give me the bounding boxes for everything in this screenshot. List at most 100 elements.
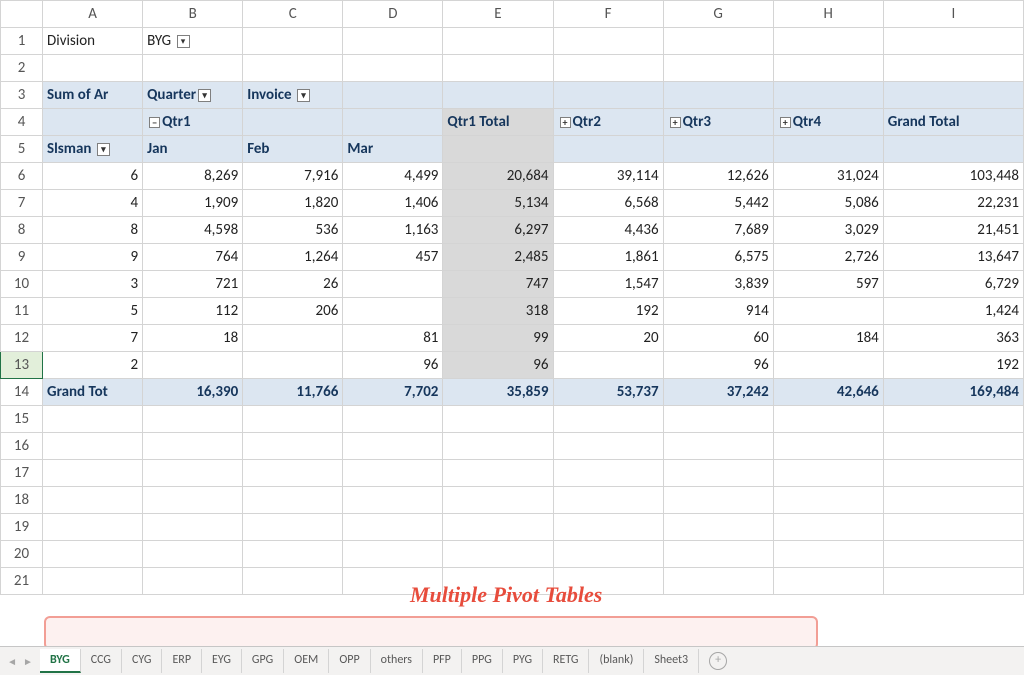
cell-A10[interactable]: 3: [43, 271, 143, 298]
cell-D7[interactable]: 1,406: [343, 190, 443, 217]
cell-F10[interactable]: 1,547: [553, 271, 663, 298]
cell-E12[interactable]: 99: [443, 325, 553, 352]
cell-I8[interactable]: 21,451: [883, 217, 1023, 244]
cell-A8[interactable]: 8: [43, 217, 143, 244]
cell-B9[interactable]: 764: [143, 244, 243, 271]
cell-I13[interactable]: 192: [883, 352, 1023, 379]
cell-F13[interactable]: [553, 352, 663, 379]
cell-B6[interactable]: 8,269: [143, 163, 243, 190]
hdr-qtr3[interactable]: +Qtr3: [663, 109, 773, 136]
cell-E11[interactable]: 318: [443, 298, 553, 325]
cell-E9[interactable]: 2,485: [443, 244, 553, 271]
cell-C6[interactable]: 7,916: [243, 163, 343, 190]
cell-I9[interactable]: 13,647: [883, 244, 1023, 271]
sheet-tab-GPG[interactable]: GPG: [242, 649, 284, 673]
row-hdr-9[interactable]: 9: [1, 244, 43, 271]
filter-value[interactable]: BYG ▾: [143, 28, 243, 55]
cell-A12[interactable]: 7: [43, 325, 143, 352]
sheet-tab-others[interactable]: others: [371, 649, 423, 673]
cell-G11[interactable]: 914: [663, 298, 773, 325]
field-invoice[interactable]: Invoice ▾: [243, 82, 343, 109]
sheet-tab-OEM[interactable]: OEM: [284, 649, 329, 673]
row-hdr-3[interactable]: 3: [1, 82, 43, 109]
collapse-icon[interactable]: −: [149, 117, 160, 128]
cell-I7[interactable]: 22,231: [883, 190, 1023, 217]
col-hdr-B[interactable]: B: [143, 1, 243, 28]
cell-H10[interactable]: 597: [773, 271, 883, 298]
cell-C7[interactable]: 1,820: [243, 190, 343, 217]
sheet-tab-ERP[interactable]: ERP: [162, 649, 202, 673]
row-hdr-5[interactable]: 5: [1, 136, 43, 163]
cell-I11[interactable]: 1,424: [883, 298, 1023, 325]
nav-right-icon[interactable]: ►: [23, 655, 33, 668]
cell-G9[interactable]: 6,575: [663, 244, 773, 271]
col-hdr-H[interactable]: H: [773, 1, 883, 28]
row-hdr-4[interactable]: 4: [1, 109, 43, 136]
cell-G12[interactable]: 60: [663, 325, 773, 352]
cell-E13[interactable]: 96: [443, 352, 553, 379]
row-hdr-1[interactable]: 1: [1, 28, 43, 55]
cell-B7[interactable]: 1,909: [143, 190, 243, 217]
cell-H7[interactable]: 5,086: [773, 190, 883, 217]
row-hdr-21[interactable]: 21: [1, 568, 43, 595]
sheet-tab-CYG[interactable]: CYG: [122, 649, 162, 673]
cell-H8[interactable]: 3,029: [773, 217, 883, 244]
col-hdr-G[interactable]: G: [663, 1, 773, 28]
cell-F7[interactable]: 6,568: [553, 190, 663, 217]
cell-F12[interactable]: 20: [553, 325, 663, 352]
sheet-tab-PFP[interactable]: PFP: [423, 649, 462, 673]
cell-G7[interactable]: 5,442: [663, 190, 773, 217]
sheet-tab-EYG[interactable]: EYG: [202, 649, 242, 673]
cell-H11[interactable]: [773, 298, 883, 325]
cell-E6[interactable]: 20,684: [443, 163, 553, 190]
cell-I12[interactable]: 363: [883, 325, 1023, 352]
cell-A11[interactable]: 5: [43, 298, 143, 325]
cell-C13[interactable]: [243, 352, 343, 379]
cell-D11[interactable]: [343, 298, 443, 325]
expand-icon[interactable]: +: [560, 117, 571, 128]
row-hdr-6[interactable]: 6: [1, 163, 43, 190]
row-hdr-18[interactable]: 18: [1, 487, 43, 514]
cell-G10[interactable]: 3,839: [663, 271, 773, 298]
row-hdr-17[interactable]: 17: [1, 460, 43, 487]
filter-dropdown-icon[interactable]: ▾: [177, 35, 190, 48]
col-hdr-D[interactable]: D: [343, 1, 443, 28]
sheet-tab-BYG[interactable]: BYG: [40, 649, 81, 673]
cell-D10[interactable]: [343, 271, 443, 298]
cell-D8[interactable]: 1,163: [343, 217, 443, 244]
cell-A13[interactable]: 2: [43, 352, 143, 379]
row-hdr-19[interactable]: 19: [1, 514, 43, 541]
cell-F9[interactable]: 1,861: [553, 244, 663, 271]
sheet-tab-Sheet3[interactable]: Sheet3: [644, 649, 699, 673]
sheet-tab-RETG[interactable]: RETG: [543, 649, 589, 673]
cell-B11[interactable]: 112: [143, 298, 243, 325]
sheet-tab-PPG[interactable]: PPG: [462, 649, 503, 673]
filter-dropdown-icon[interactable]: ▾: [97, 143, 110, 156]
cell-A9[interactable]: 9: [43, 244, 143, 271]
new-sheet-button[interactable]: +: [709, 652, 727, 670]
row-hdr-10[interactable]: 10: [1, 271, 43, 298]
col-hdr-E[interactable]: E: [443, 1, 553, 28]
cell-C11[interactable]: 206: [243, 298, 343, 325]
sheet-tab-OPP[interactable]: OPP: [329, 649, 370, 673]
cell-D13[interactable]: 96: [343, 352, 443, 379]
cell-I10[interactable]: 6,729: [883, 271, 1023, 298]
cell-I6[interactable]: 103,448: [883, 163, 1023, 190]
tab-nav[interactable]: ◄ ►: [0, 655, 40, 668]
cell-H6[interactable]: 31,024: [773, 163, 883, 190]
hdr-slsman[interactable]: Slsman ▾: [43, 136, 143, 163]
filter-dropdown-icon[interactable]: ▾: [297, 89, 310, 102]
row-hdr-15[interactable]: 15: [1, 406, 43, 433]
cell-B13[interactable]: [143, 352, 243, 379]
col-hdr-A[interactable]: A: [43, 1, 143, 28]
col-hdr-C[interactable]: C: [243, 1, 343, 28]
cell-D6[interactable]: 4,499: [343, 163, 443, 190]
cell-E8[interactable]: 6,297: [443, 217, 553, 244]
cell-E10[interactable]: 747: [443, 271, 553, 298]
filter-dropdown-icon[interactable]: ▾: [198, 89, 211, 102]
cell-F8[interactable]: 4,436: [553, 217, 663, 244]
cell-H13[interactable]: [773, 352, 883, 379]
cell-C8[interactable]: 536: [243, 217, 343, 244]
cell-G6[interactable]: 12,626: [663, 163, 773, 190]
hdr-qtr1[interactable]: −Qtr1: [143, 109, 243, 136]
